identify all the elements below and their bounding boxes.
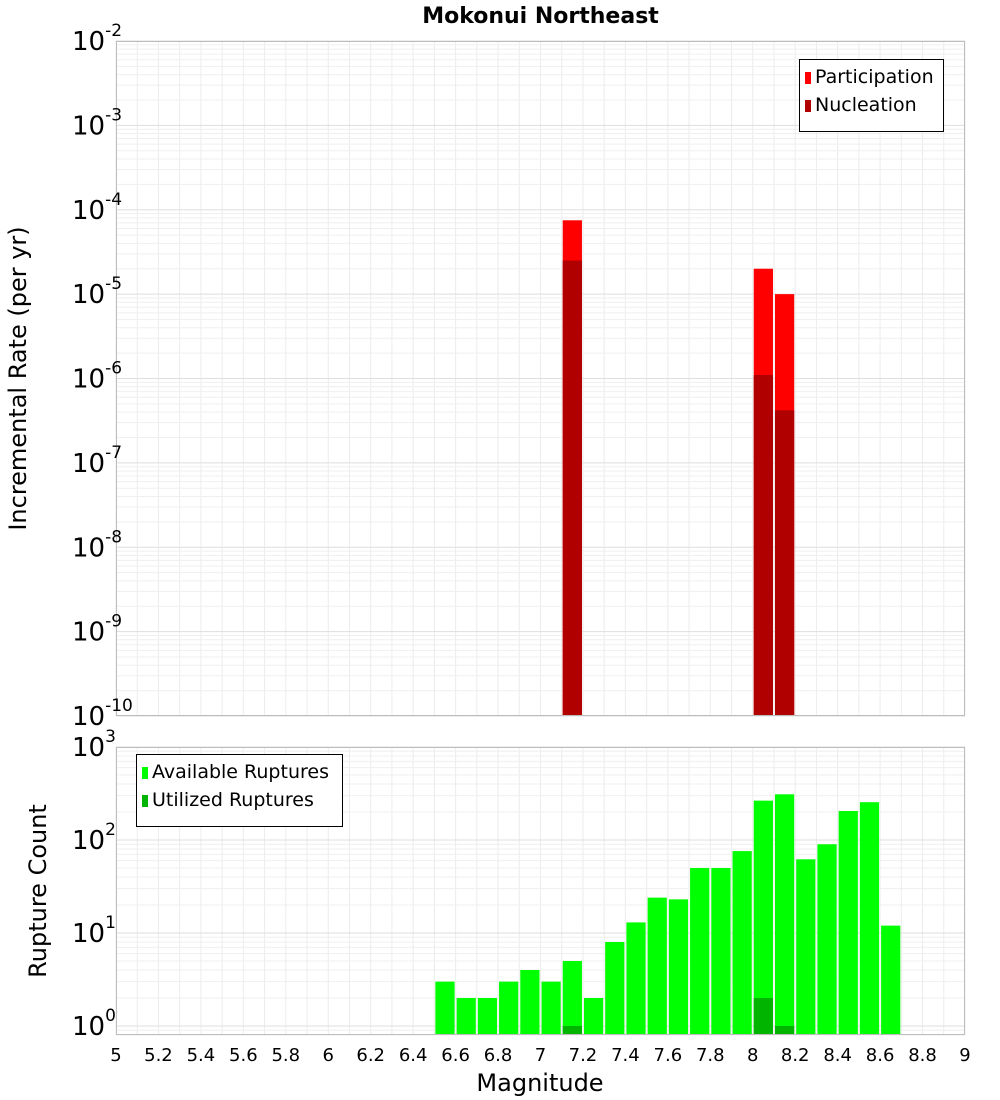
- x-axis-label: Magnitude: [476, 1069, 603, 1097]
- x-tick-label: 9: [959, 1045, 970, 1066]
- bar-available-ruptures: [838, 811, 858, 1035]
- x-tick-label: 8: [747, 1045, 758, 1066]
- bar-available-ruptures: [817, 844, 837, 1035]
- bar-available-ruptures: [690, 867, 710, 1035]
- bottom-plot-y-tick-labels: 100 101 102 103: [72, 727, 116, 1042]
- bottom-plot-legend: Available Ruptures Utilized Ruptures: [136, 754, 343, 827]
- y-tick-label: 10-10: [72, 696, 133, 732]
- bar-utilized-ruptures: [562, 1025, 582, 1035]
- bar-nucleation: [753, 375, 773, 716]
- y-tick-label: 10-6: [72, 359, 122, 395]
- x-tick-label: 7.8: [696, 1045, 725, 1066]
- y-tick-label: 10-2: [72, 21, 122, 57]
- bottom-y-axis-label: Rupture Count: [24, 804, 52, 978]
- top-plot-gridlines: [115, 40, 966, 717]
- legend-entry: Nucleation: [815, 94, 917, 116]
- x-tick-label: 7.2: [569, 1045, 598, 1066]
- x-tick-label: 5: [110, 1045, 121, 1066]
- legend-swatch: [142, 795, 148, 807]
- x-tick-label: 8.6: [866, 1045, 895, 1066]
- y-tick-label: 102: [72, 820, 116, 856]
- bar-available-ruptures: [499, 981, 519, 1035]
- bottom-plot-area: [116, 747, 965, 1035]
- y-tick-label: 10-7: [72, 443, 122, 479]
- bar-available-ruptures: [753, 800, 773, 1035]
- bar-available-ruptures: [732, 851, 752, 1035]
- bar-available-ruptures: [668, 899, 689, 1035]
- bar-available-ruptures: [456, 997, 476, 1035]
- y-tick-label: 100: [72, 1006, 116, 1042]
- y-tick-label: 10-8: [72, 527, 122, 563]
- bar-available-ruptures: [605, 942, 625, 1035]
- x-tick-label: 8.8: [908, 1045, 937, 1066]
- bar-available-ruptures: [796, 859, 816, 1035]
- x-tick-label: 8.4: [823, 1045, 852, 1066]
- legend-swatch: [805, 100, 811, 112]
- bar-available-ruptures: [711, 867, 731, 1035]
- bar-available-ruptures: [520, 969, 540, 1035]
- x-tick-label: 7.4: [611, 1045, 640, 1066]
- legend-swatch: [142, 767, 148, 779]
- bar-available-ruptures: [562, 960, 582, 1035]
- bar-nucleation: [562, 260, 582, 716]
- bar-available-ruptures: [626, 922, 646, 1035]
- bar-utilized-ruptures: [774, 1025, 795, 1035]
- y-tick-label: 10-3: [72, 105, 122, 141]
- chart-title: Mokonui Northeast: [422, 4, 659, 29]
- bar-available-ruptures: [435, 981, 455, 1035]
- legend-entry: Utilized Ruptures: [152, 789, 314, 811]
- top-plot-area: [116, 41, 965, 716]
- bar-utilized-ruptures: [753, 997, 773, 1035]
- top-plot-bars: [562, 220, 795, 717]
- y-tick-label: 101: [72, 913, 116, 949]
- x-axis-tick-labels: 5 5.2 5.4 5.6 5.8 6 6.2 6.4 6.6 6.8 7 7.2 7.4 7.6 7.8 8…: [110, 1045, 970, 1066]
- x-tick-label: 5.2: [144, 1045, 173, 1066]
- legend-entry: Available Ruptures: [152, 761, 329, 783]
- top-plot-y-tick-labels: 10-10 10-9 10-8 10-7 10-6 10-5 10-4 10-3 10-2: [72, 21, 133, 732]
- bar-available-ruptures: [647, 897, 667, 1035]
- x-tick-label: 6: [323, 1045, 334, 1066]
- x-tick-label: 5.6: [229, 1045, 258, 1066]
- y-tick-label: 10-9: [72, 612, 122, 648]
- x-tick-label: 6.2: [356, 1045, 385, 1066]
- bar-available-ruptures: [859, 802, 880, 1035]
- legend-entry: Participation: [815, 66, 934, 88]
- y-tick-label: 10-5: [72, 274, 122, 310]
- bar-available-ruptures: [477, 997, 498, 1035]
- y-tick-label: 10-4: [72, 190, 122, 226]
- x-tick-label: 7.6: [654, 1045, 683, 1066]
- bar-available-ruptures: [583, 997, 604, 1035]
- x-tick-label: 6.6: [441, 1045, 470, 1066]
- legend-box: [799, 59, 944, 132]
- x-tick-label: 7: [535, 1045, 546, 1066]
- x-tick-label: 6.8: [484, 1045, 513, 1066]
- bar-available-ruptures: [541, 981, 561, 1035]
- bar-available-ruptures: [881, 925, 901, 1035]
- x-tick-label: 8.2: [781, 1045, 810, 1066]
- bar-nucleation: [774, 410, 795, 716]
- x-tick-label: 5.8: [271, 1045, 300, 1066]
- top-y-axis-label: Incremental Rate (per yr): [4, 226, 32, 530]
- legend-box: [136, 754, 343, 827]
- legend-swatch: [805, 72, 811, 84]
- top-plot-legend: Participation Nucleation: [799, 59, 944, 132]
- x-tick-label: 5.4: [187, 1045, 216, 1066]
- x-tick-label: 6.4: [399, 1045, 428, 1066]
- bottom-plot-bars: [435, 794, 901, 1035]
- y-tick-label: 103: [72, 727, 116, 763]
- bar-available-ruptures: [774, 794, 795, 1035]
